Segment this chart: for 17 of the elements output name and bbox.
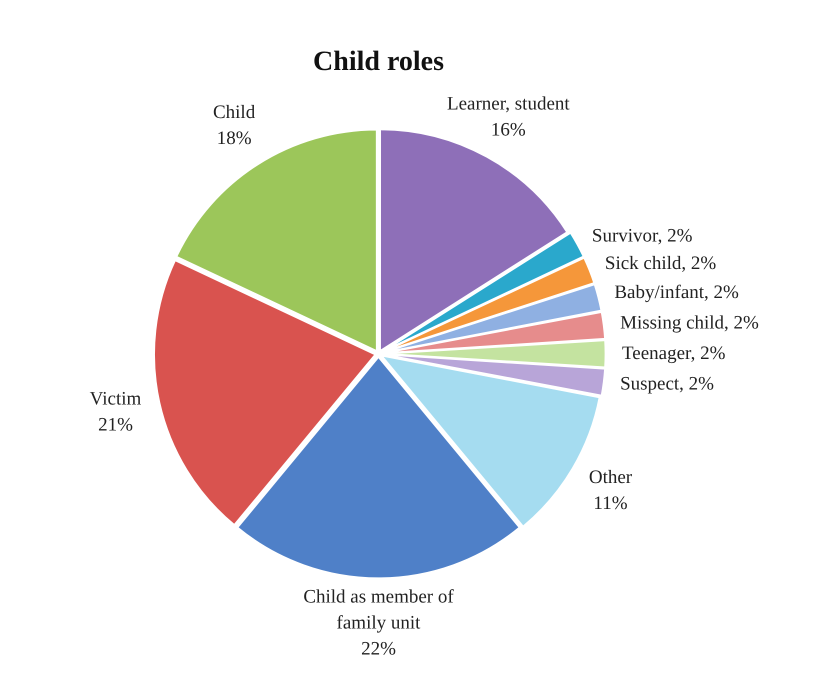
data-label: 21% [98,414,134,436]
slice-label: Other [588,466,633,488]
slice-label: Sick child, 2% [604,253,716,274]
slice-label: Missing child, 2% [620,312,760,334]
slice-label: Teenager, 2% [622,342,726,364]
data-label: 22% [361,638,396,660]
slice-label: Learner, student [446,94,570,115]
data-label: 11% [593,492,628,514]
data-label: 18% [216,128,252,150]
slice-label: Survivor, 2% [592,225,693,246]
slice-label: Child [212,102,256,124]
slice-label: Suspect, 2% [620,373,714,394]
chart-title: Child roles [313,46,444,78]
slice-label: Victim [90,388,142,410]
slice-label: Child as member of family unit [303,586,454,634]
slice-label: Baby/infant, 2% [614,282,740,304]
data-label: 16% [490,120,526,141]
